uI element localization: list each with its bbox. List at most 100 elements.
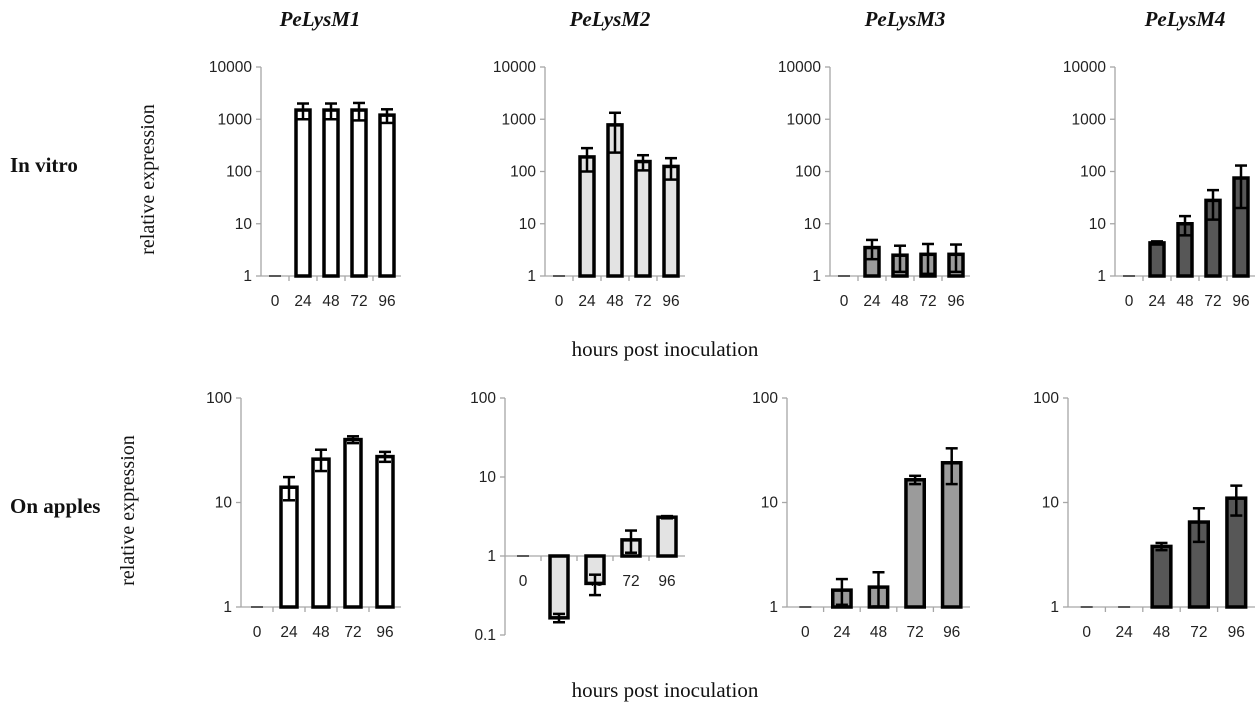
y-tick-label: 10 <box>761 495 779 512</box>
y-tick-label: 1000 <box>787 111 822 128</box>
x-tick-label: 48 <box>891 293 908 310</box>
x-tick-label: 0 <box>1082 624 1091 641</box>
y-tick-label: 1 <box>487 548 496 565</box>
x-tick-label: 96 <box>658 573 675 590</box>
bar <box>294 108 312 278</box>
x-tick-label: 24 <box>833 624 851 641</box>
x-tick-label: 48 <box>1153 624 1170 641</box>
bar <box>1150 544 1173 609</box>
panel-title: PeLysM4 <box>1144 7 1226 31</box>
y-tick-label: 10 <box>519 216 537 233</box>
x-tick-label: 72 <box>919 293 936 310</box>
x-tick-label: 24 <box>1148 293 1166 310</box>
y-tick-label: 1 <box>769 599 778 616</box>
x-tick-label: 96 <box>378 293 395 310</box>
panel-7: 1 10 100 0 24 48 72 96 <box>752 390 970 641</box>
x-tick-label: 48 <box>322 293 339 310</box>
x-tick-label: 72 <box>350 293 367 310</box>
y-tick-label: 100 <box>206 390 232 407</box>
bar <box>375 454 395 609</box>
y-tick-label: 100 <box>1080 164 1106 181</box>
y-tick-label: 10 <box>235 216 253 233</box>
x-tick-label: 24 <box>578 293 596 310</box>
bar <box>634 159 652 278</box>
bar <box>279 485 299 609</box>
y-tick-label: 100 <box>795 164 821 181</box>
bar <box>548 554 570 620</box>
x-tick-label: 24 <box>863 293 881 310</box>
x-tick-label: 72 <box>1190 624 1207 641</box>
y-tick-label: 1 <box>1050 599 1059 616</box>
y-tick-label: 10 <box>804 216 822 233</box>
x-tick-label: 72 <box>344 624 361 641</box>
bar <box>378 113 396 278</box>
panel-2: PeLysM2 1 10 100 1000 10000 0 24 48 72 96 <box>493 7 685 310</box>
bar <box>662 164 680 278</box>
bar <box>350 108 368 278</box>
x-tick-label: 0 <box>840 293 849 310</box>
panel-5: relative expression 1 10 100 0 24 48 72 96 <box>117 390 401 641</box>
bar <box>904 478 927 609</box>
y-tick-label: 10000 <box>493 59 536 76</box>
x-tick-label: 96 <box>662 293 679 310</box>
bar <box>322 108 340 278</box>
x-axis-label-bottom: hours post inoculation <box>572 678 759 702</box>
y-tick-label: 1 <box>243 268 252 285</box>
panel-8: 1 10 100 0 24 48 72 96 <box>1033 390 1255 641</box>
y-tick-label: 0.1 <box>474 627 496 644</box>
y-tick-label: 1000 <box>502 111 537 128</box>
panel-4: PeLysM4 1 10 100 1000 10000 0 24 48 72 96 <box>1063 7 1255 310</box>
x-tick-label: 0 <box>271 293 280 310</box>
panel-1: PeLysM1 relative expression 1 10 100 1000 1000… <box>137 7 401 310</box>
panel-3: PeLysM3 1 10 100 1000 10000 0 24 48 72 96 <box>778 7 970 310</box>
y-tick-label: 1 <box>1097 268 1106 285</box>
x-tick-label: 96 <box>943 624 960 641</box>
x-tick-label: 24 <box>294 293 312 310</box>
row-label-on-apples: On apples <box>10 494 100 518</box>
panel-title: PeLysM2 <box>569 7 651 31</box>
y-tick-label: 1000 <box>1072 111 1107 128</box>
x-tick-label: 72 <box>1204 293 1221 310</box>
x-tick-label: 96 <box>947 293 964 310</box>
row-label-in-vitro: In vitro <box>10 153 78 177</box>
y-tick-label: 100 <box>226 164 252 181</box>
bar <box>656 515 678 558</box>
x-tick-label: 96 <box>376 624 393 641</box>
y-tick-label: 100 <box>752 390 778 407</box>
x-tick-label: 0 <box>801 624 810 641</box>
x-tick-label: 0 <box>253 624 262 641</box>
y-tick-label: 1 <box>527 268 536 285</box>
y-tick-label: 10000 <box>209 59 252 76</box>
y-axis-label: relative expression <box>117 435 139 586</box>
y-tick-label: 10 <box>479 469 497 486</box>
bar <box>1148 241 1166 278</box>
bar <box>311 457 331 609</box>
panel-title: PeLysM1 <box>279 7 361 31</box>
x-tick-label: 24 <box>280 624 298 641</box>
y-tick-label: 1 <box>812 268 821 285</box>
y-tick-label: 1000 <box>218 111 253 128</box>
x-tick-label: 0 <box>555 293 564 310</box>
x-tick-label: 72 <box>622 573 639 590</box>
panel-6: 0.1110100024487296 <box>470 390 685 644</box>
x-tick-label: 72 <box>634 293 651 310</box>
x-tick-label: 96 <box>1232 293 1249 310</box>
y-tick-label: 10 <box>215 495 233 512</box>
y-tick-label: 10 <box>1089 216 1107 233</box>
x-tick-label: 48 <box>870 624 887 641</box>
bar <box>343 437 363 609</box>
y-tick-label: 10 <box>1042 495 1060 512</box>
y-tick-label: 10000 <box>1063 59 1106 76</box>
y-tick-label: 10000 <box>778 59 821 76</box>
bar <box>578 155 596 278</box>
x-tick-label: 48 <box>606 293 623 310</box>
x-tick-label: 48 <box>1176 293 1193 310</box>
y-tick-label: 100 <box>470 390 496 407</box>
x-tick-label: 72 <box>906 624 923 641</box>
y-tick-label: 100 <box>510 164 536 181</box>
panel-title: PeLysM3 <box>864 7 946 31</box>
x-tick-label: 48 <box>312 624 329 641</box>
x-tick-label: 96 <box>1228 624 1245 641</box>
